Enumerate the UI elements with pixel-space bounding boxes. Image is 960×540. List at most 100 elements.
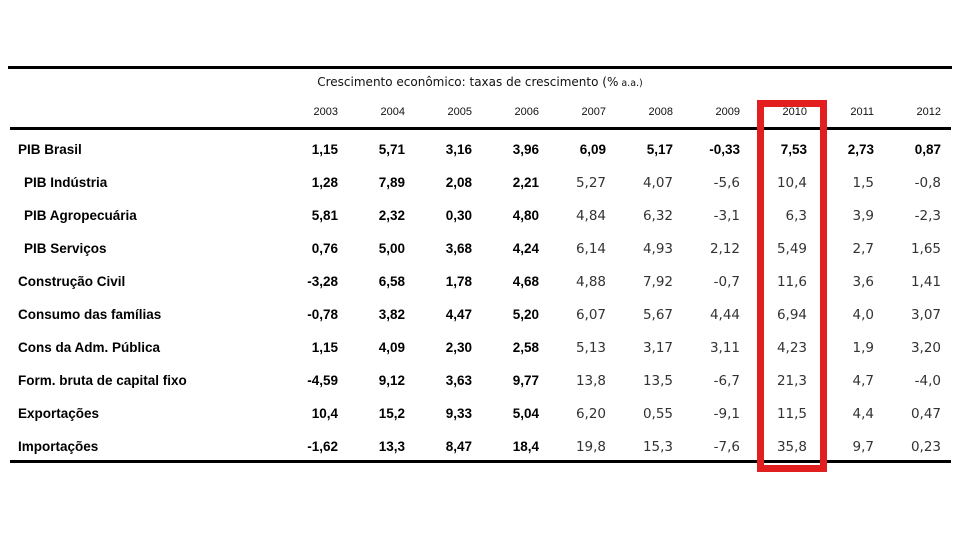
- value-cell-2009: 3,11: [709, 339, 740, 356]
- value-cell-2004: 4,09: [378, 340, 405, 355]
- value-cell-2011: 1,5: [852, 174, 874, 191]
- value-cell-2010: 7,53: [780, 142, 807, 157]
- value-cell-2007: 6,20: [575, 405, 606, 422]
- year-header-2009: 2009: [683, 96, 750, 130]
- value-cell-2008: 5,17: [646, 142, 673, 157]
- value-cell-2010: 6,3: [785, 207, 807, 224]
- table-row: Form. bruta de capital fixo -4,59 9,12 3,63…: [10, 361, 951, 394]
- row-label: Construção Civil: [18, 274, 126, 289]
- value-cell-2007: 6,07: [575, 306, 606, 323]
- row-label: Importações: [10, 427, 281, 463]
- row-label: PIB Brasil: [18, 142, 82, 157]
- year-header-2006: 2006: [482, 96, 549, 130]
- value-cell-2011: 4,0: [852, 306, 874, 323]
- page-title: Crescimento econômico: taxas de crescime…: [0, 75, 960, 89]
- value-cell-2004: 9,12: [378, 373, 405, 388]
- value-cell-2012: 3,07: [910, 306, 941, 323]
- value-cell-2009: -6,7: [713, 372, 740, 389]
- value-cell-2008: 13,5: [642, 372, 673, 389]
- value-cell-2007: 5,27: [575, 174, 606, 191]
- value-cell-2007: 13,8: [575, 372, 606, 389]
- table-row: PIB Brasil 1,15 5,71 3,16 3,96 6,09 5,17 -0,33 7…: [10, 129, 951, 164]
- top-rule-line: [8, 66, 952, 69]
- value-cell-2009: -7,6: [683, 427, 750, 463]
- value-cell-2008: 4,07: [642, 174, 673, 191]
- row-label: PIB Agropecuária: [24, 208, 137, 223]
- value-cell-2006: 4,24: [512, 241, 539, 256]
- value-cell-2012: -4,0: [914, 372, 941, 389]
- value-cell-2011: 3,6: [852, 273, 874, 290]
- value-cell-2011: 2,73: [847, 142, 874, 157]
- value-cell-2005: 4,47: [445, 307, 472, 322]
- value-cell-2011: 2,7: [852, 240, 874, 257]
- value-cell-2009: 4,44: [709, 306, 740, 323]
- row-label: Cons da Adm. Pública: [18, 340, 161, 355]
- highlight-box-2010: [757, 100, 827, 472]
- table-row: Importações -1,62 13,3 8,47 18,4 19,8 15,3 -7,6…: [10, 427, 951, 463]
- value-cell-2007: 5,13: [575, 339, 606, 356]
- value-cell-2007: 4,84: [575, 207, 606, 224]
- value-cell-2006: 5,04: [512, 406, 539, 421]
- row-label: PIB Indústria: [24, 175, 108, 190]
- value-cell-2007: 19,8: [549, 427, 616, 463]
- value-cell-2003: 1,28: [311, 175, 338, 190]
- value-cell-2009: -9,1: [713, 405, 740, 422]
- table-row: PIB Agropecuária 5,81 2,32 0,30 4,80 4,84 6,32…: [10, 196, 951, 229]
- value-cell-2006: 18,4: [482, 427, 549, 463]
- value-cell-2007: 4,88: [575, 273, 606, 290]
- value-cell-2004: 15,2: [378, 406, 405, 421]
- value-cell-2006: 3,96: [512, 142, 539, 157]
- table-row: Exportações 10,4 15,2 9,33 5,04 6,20 0,55 -9,1 1…: [10, 394, 951, 427]
- value-cell-2004: 3,82: [378, 307, 405, 322]
- value-cell-2003: 5,81: [311, 208, 338, 223]
- value-cell-2003: -0,78: [307, 307, 338, 322]
- value-cell-2010: 5,49: [776, 240, 807, 257]
- value-cell-2008: 15,3: [616, 427, 683, 463]
- value-cell-2003: -3,28: [307, 274, 338, 289]
- row-header-spacer: [10, 96, 281, 130]
- value-cell-2007: 6,09: [579, 142, 606, 157]
- value-cell-2005: 2,08: [445, 175, 472, 190]
- value-cell-2008: 7,92: [642, 273, 673, 290]
- value-cell-2009: -0,33: [709, 142, 740, 157]
- value-cell-2012: -2,3: [914, 207, 941, 224]
- row-label: Form. bruta de capital fixo: [18, 373, 187, 388]
- value-cell-2011: 4,4: [852, 405, 874, 422]
- table-row: PIB Serviços 0,76 5,00 3,68 4,24 6,14 4,93 2,12…: [10, 229, 951, 262]
- value-cell-2010: 11,5: [776, 405, 807, 422]
- value-cell-2007: 6,14: [575, 240, 606, 257]
- value-cell-2006: 4,80: [512, 208, 539, 223]
- value-cell-2012: 1,41: [910, 273, 941, 290]
- value-cell-2003: -4,59: [307, 373, 338, 388]
- value-cell-2004: 7,89: [378, 175, 405, 190]
- year-header-2011: 2011: [817, 96, 884, 130]
- value-cell-2008: 3,17: [642, 339, 673, 356]
- value-cell-2010: 21,3: [776, 372, 807, 389]
- year-header-2004: 2004: [348, 96, 415, 130]
- value-cell-2006: 2,58: [512, 340, 539, 355]
- value-cell-2003: -1,62: [281, 427, 348, 463]
- table-row: Consumo das famílias -0,78 3,82 4,47 5,20 6,0…: [10, 295, 951, 328]
- value-cell-2008: 0,55: [642, 405, 673, 422]
- value-cell-2009: -0,7: [713, 273, 740, 290]
- value-cell-2004: 13,3: [348, 427, 415, 463]
- page-title-text: Crescimento econômico: taxas de crescime…: [317, 75, 619, 89]
- table-body: PIB Brasil 1,15 5,71 3,16 3,96 6,09 5,17 -0,33 7…: [10, 129, 951, 463]
- value-cell-2005: 2,30: [445, 340, 472, 355]
- value-cell-2009: 2,12: [709, 240, 740, 257]
- table-row: Construção Civil -3,28 6,58 1,78 4,68 4,88 7,9…: [10, 262, 951, 295]
- value-cell-2004: 2,32: [378, 208, 405, 223]
- value-cell-2012: 0,47: [910, 405, 941, 422]
- value-cell-2010: 11,6: [776, 273, 807, 290]
- year-header-2012: 2012: [884, 96, 951, 130]
- value-cell-2011: 3,9: [852, 207, 874, 224]
- value-cell-2012: 1,65: [910, 240, 941, 257]
- value-cell-2012: 0,87: [914, 142, 941, 157]
- value-cell-2010: 4,23: [776, 339, 807, 356]
- value-cell-2003: 10,4: [311, 406, 338, 421]
- growth-rates-table: 2003 2004 2005 2006 2007 2008 2009 2010 2011 2012…: [10, 96, 951, 463]
- table-row: Cons da Adm. Pública 1,15 4,09 2,30 2,58 5,13…: [10, 328, 951, 361]
- value-cell-2008: 6,32: [642, 207, 673, 224]
- row-label: Exportações: [18, 406, 100, 421]
